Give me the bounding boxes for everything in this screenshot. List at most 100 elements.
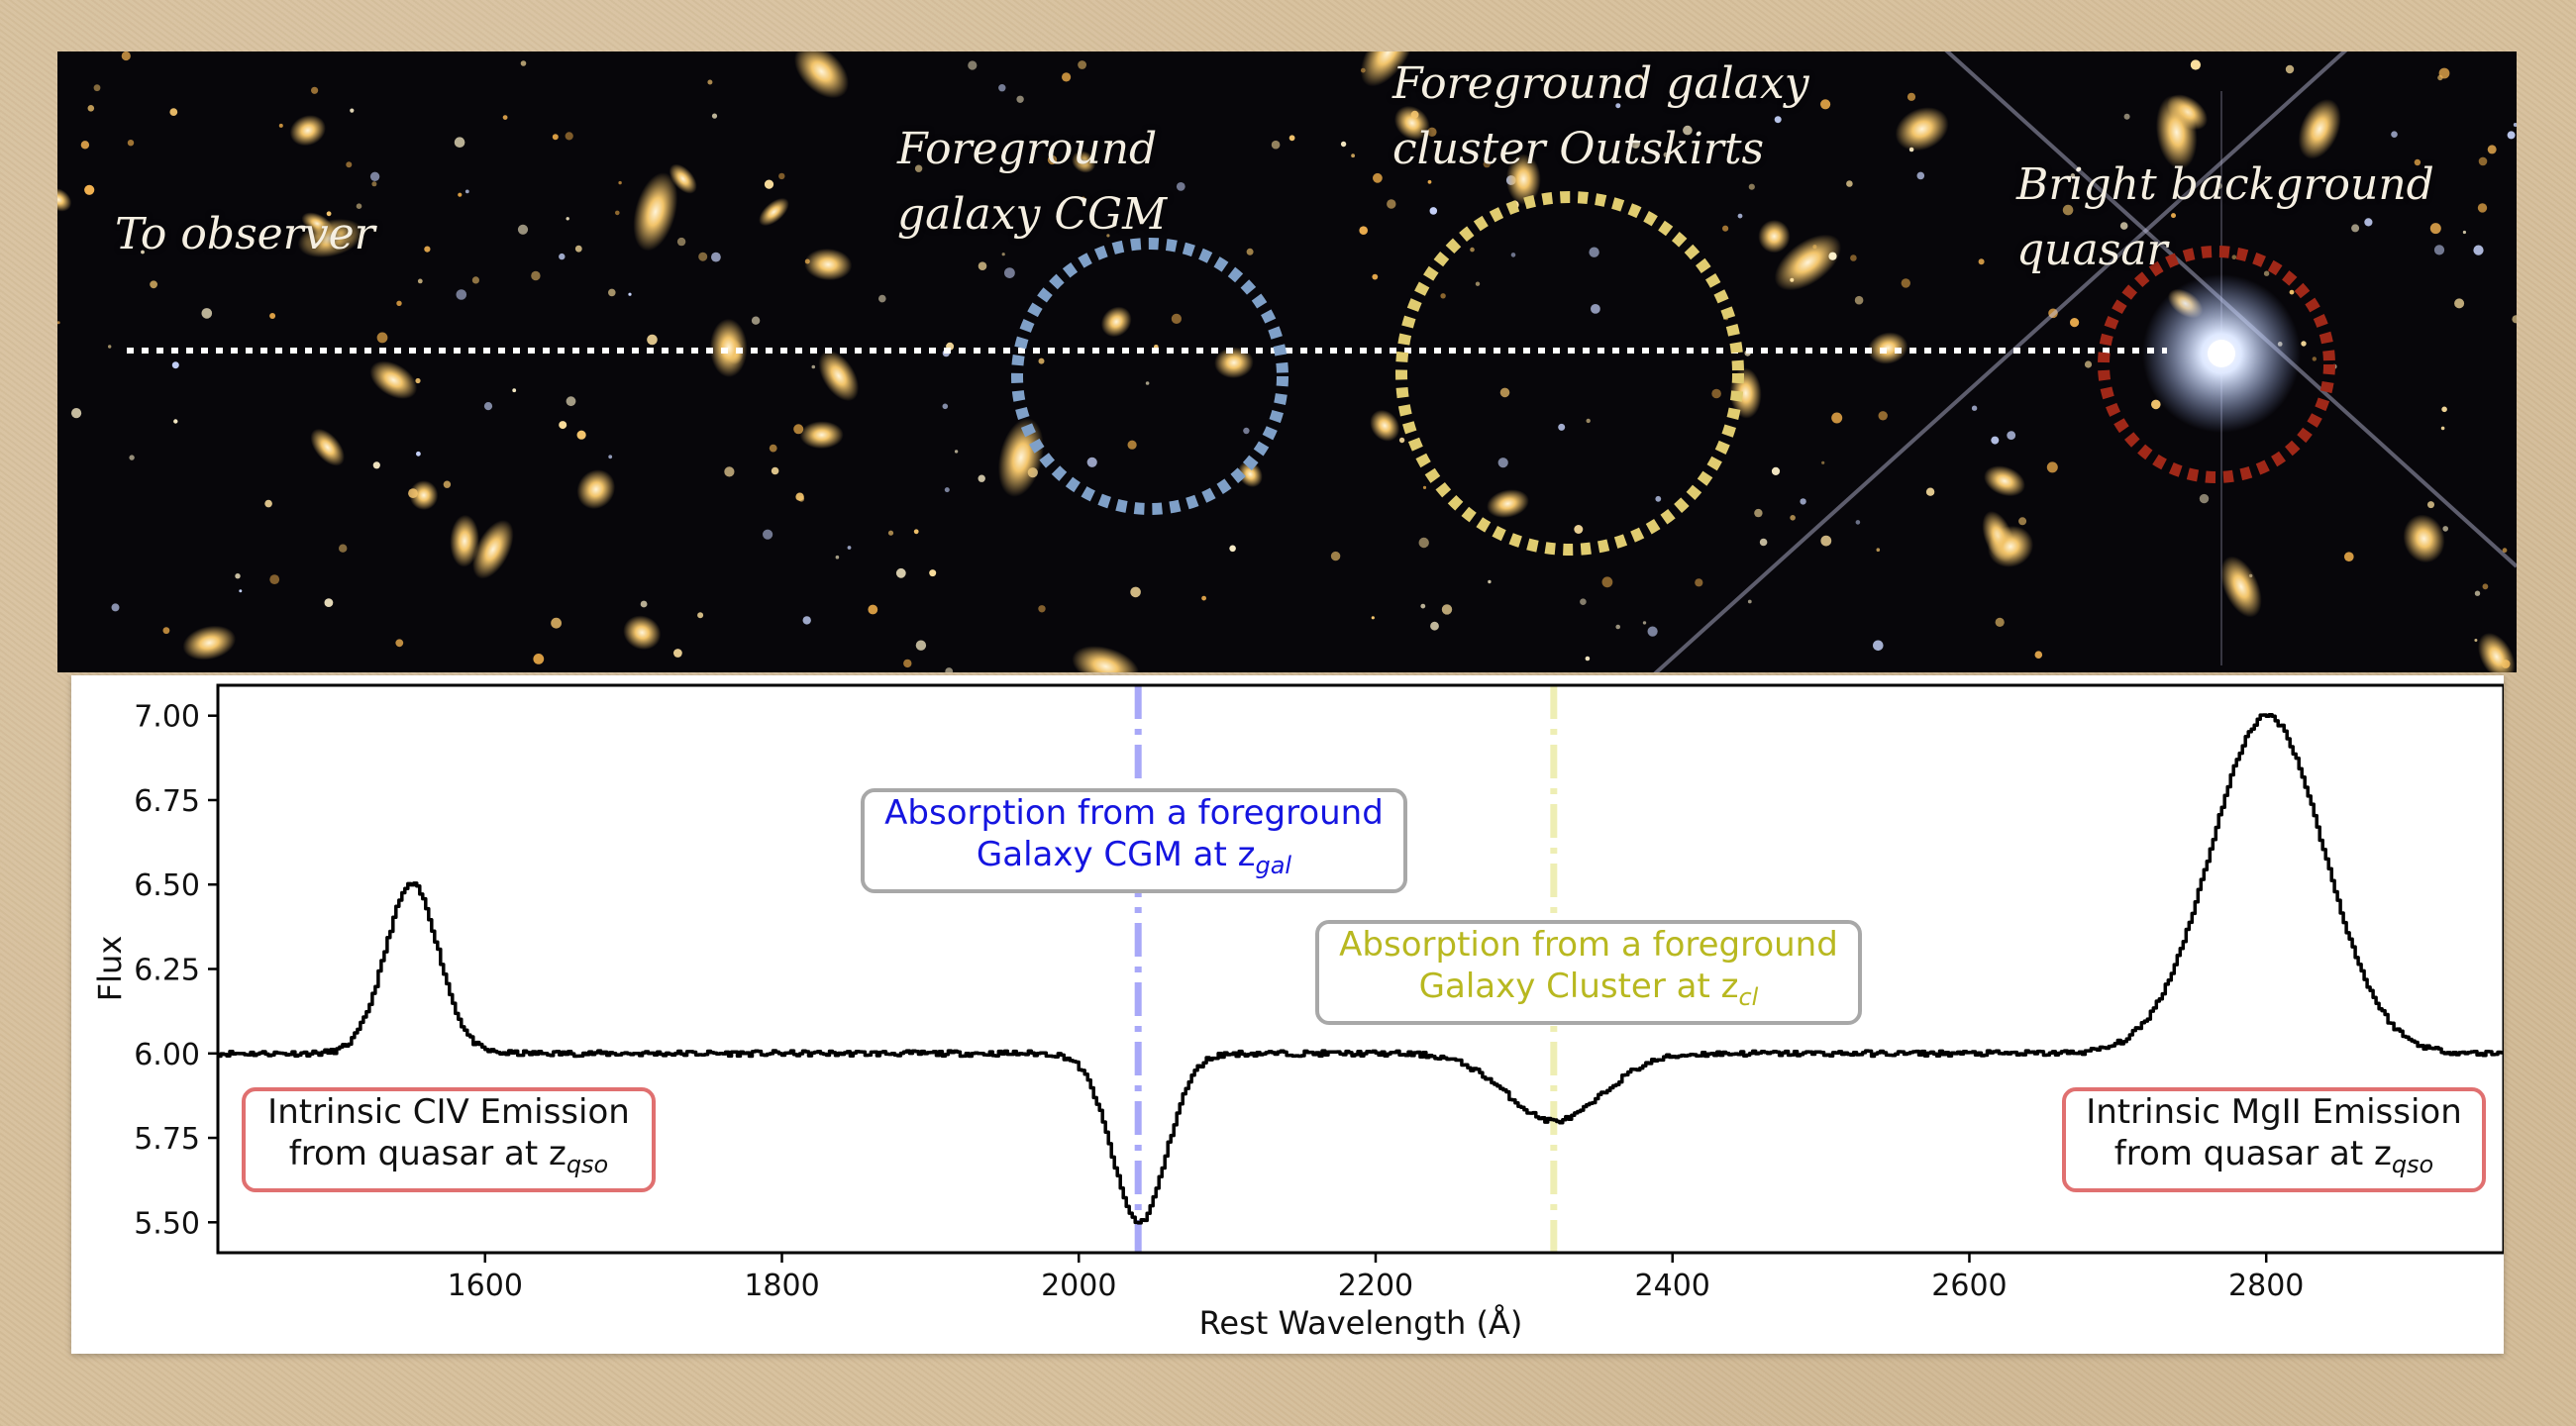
sky-field xyxy=(57,51,2517,672)
quasar-glow xyxy=(1653,51,2517,672)
star xyxy=(93,84,101,92)
star xyxy=(811,364,816,369)
cluster-annotation: Absorption from a foreground Galaxy Clus… xyxy=(1315,920,1862,1025)
star xyxy=(1340,141,1347,148)
star xyxy=(835,555,840,560)
y-axis-label: Flux xyxy=(91,936,129,1002)
star xyxy=(108,345,112,349)
star xyxy=(1828,252,1837,260)
star xyxy=(771,466,779,475)
star xyxy=(2199,493,2210,504)
star xyxy=(162,627,170,635)
galaxy xyxy=(576,469,616,510)
star xyxy=(2364,218,2373,227)
star xyxy=(1176,182,1185,191)
star xyxy=(1754,508,1763,518)
star xyxy=(339,544,348,553)
star xyxy=(2312,356,2317,361)
star xyxy=(1790,277,1795,282)
star xyxy=(2034,651,2043,659)
star xyxy=(1759,538,1768,547)
x-tick-label: 2800 xyxy=(2228,1269,2304,1303)
x-axis: 1600 1800 2000 2200 2400 2600 2800 xyxy=(448,1253,2304,1303)
cluster-annotation-subscript: cl xyxy=(1738,983,1759,1011)
star xyxy=(868,604,878,615)
star xyxy=(2487,145,2497,154)
star xyxy=(944,487,950,493)
star xyxy=(778,172,785,180)
star xyxy=(371,181,377,187)
y-tick-label: 5.50 xyxy=(134,1206,200,1241)
star xyxy=(1398,437,1405,444)
star xyxy=(129,455,135,460)
star xyxy=(1978,258,1985,265)
star xyxy=(1086,457,1097,467)
star xyxy=(1001,253,1005,256)
star xyxy=(1127,440,1137,450)
star xyxy=(111,603,120,612)
star xyxy=(1229,545,1236,553)
mgii-annotation-line2: from quasar at z xyxy=(2113,1134,2392,1173)
star xyxy=(1081,196,1085,201)
star xyxy=(1558,423,1566,431)
star xyxy=(1288,135,1295,142)
star xyxy=(1601,576,1613,588)
galaxy xyxy=(1360,51,1415,87)
star xyxy=(1330,551,1341,561)
galaxy xyxy=(1487,489,1529,518)
star xyxy=(2414,158,2421,166)
star xyxy=(57,321,60,325)
x-tick-label: 1600 xyxy=(448,1269,523,1303)
star xyxy=(2351,224,2360,233)
star xyxy=(2007,431,2016,440)
star xyxy=(2171,213,2176,219)
y-tick-label: 7.00 xyxy=(134,700,200,735)
star xyxy=(1747,599,1752,604)
star xyxy=(2454,298,2465,309)
sky-image-panel: To observer Foreground galaxy CGM Foregr… xyxy=(57,51,2517,672)
star xyxy=(458,192,463,197)
galaxy xyxy=(818,350,860,402)
cgm-circle xyxy=(1011,238,1288,515)
star xyxy=(978,474,985,482)
star xyxy=(913,529,919,535)
star xyxy=(264,499,272,508)
star xyxy=(698,252,708,261)
star xyxy=(1483,159,1492,168)
galaxy xyxy=(2220,556,2262,618)
galaxy xyxy=(669,163,697,194)
star xyxy=(346,161,353,168)
star xyxy=(1647,626,1658,637)
galaxy xyxy=(623,615,662,651)
star xyxy=(1591,304,1600,314)
star xyxy=(1995,617,2005,628)
star xyxy=(2473,245,2484,255)
star xyxy=(2474,639,2478,642)
star xyxy=(1488,579,1492,584)
star xyxy=(1430,621,1439,631)
star xyxy=(121,51,131,61)
star xyxy=(311,86,319,94)
cgm-annotation-subscript: gal xyxy=(1255,852,1292,879)
star xyxy=(235,573,241,579)
star xyxy=(1771,466,1781,475)
galaxy xyxy=(1100,306,1132,338)
quasar-label: Bright background quasar xyxy=(2016,159,2434,275)
star xyxy=(2512,315,2517,324)
star xyxy=(559,253,566,260)
civ-annotation-line2: from quasar at z xyxy=(288,1134,567,1173)
star xyxy=(647,334,658,346)
galaxy xyxy=(1214,347,1254,379)
y-tick-label: 6.75 xyxy=(134,784,200,819)
star xyxy=(356,203,362,209)
star xyxy=(1906,92,1916,101)
galaxy xyxy=(2298,99,2341,159)
star xyxy=(1422,485,1427,489)
star xyxy=(531,270,541,281)
star xyxy=(954,450,959,454)
star xyxy=(1642,621,1647,625)
star xyxy=(1470,247,1475,253)
star xyxy=(464,189,469,194)
star xyxy=(2513,123,2517,127)
star xyxy=(1510,253,1516,257)
